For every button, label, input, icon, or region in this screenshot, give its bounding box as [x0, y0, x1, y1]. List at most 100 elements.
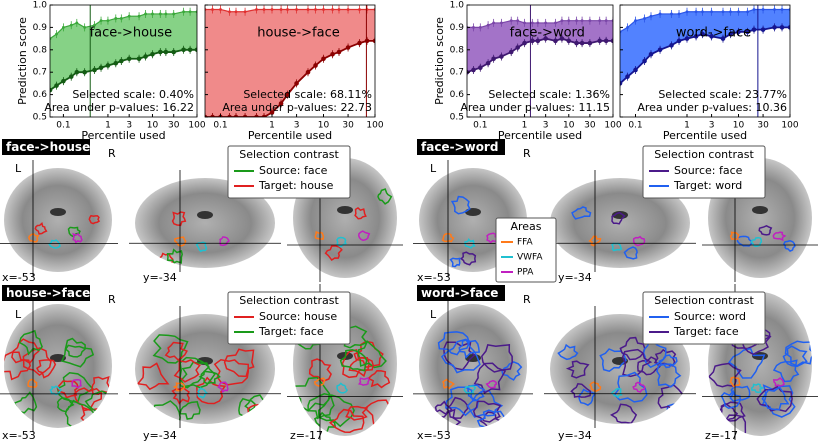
side-label: R — [108, 293, 116, 306]
contour — [223, 348, 255, 378]
point — [98, 65, 104, 71]
x-tick-label: 3 — [709, 121, 715, 131]
point — [243, 10, 247, 14]
legend-title: Selection contrast — [239, 294, 339, 307]
point — [357, 40, 362, 46]
point — [787, 25, 790, 30]
point — [597, 38, 602, 44]
line-chart: 0.5 0.6 0.7 0.8 0.9 1.0 0.1 1 3 10 30 100 Percentile… — [16, 1, 206, 143]
contour — [445, 396, 469, 419]
contour — [782, 345, 808, 368]
contour — [91, 375, 111, 395]
contour — [570, 382, 592, 398]
point — [751, 27, 757, 32]
point — [106, 19, 110, 23]
contour — [729, 376, 741, 388]
point — [729, 10, 732, 14]
point — [566, 38, 572, 44]
legend-entry: Target: word — [673, 179, 742, 192]
legend-entry: Source: word — [674, 310, 746, 323]
point — [779, 25, 785, 30]
point — [634, 19, 637, 23]
x-tick-label: 10 — [733, 121, 745, 131]
x-axis-label: Percentile used — [498, 129, 582, 142]
annotation: Selected scale: 68.11% — [243, 88, 372, 101]
contour — [610, 387, 623, 399]
contour — [589, 381, 602, 393]
contour — [164, 341, 188, 361]
point — [305, 69, 311, 75]
contour — [458, 339, 481, 360]
brain-slice — [135, 178, 275, 268]
x-tick-label: 30 — [584, 121, 596, 131]
point — [69, 23, 73, 27]
contour — [213, 359, 250, 386]
point — [279, 8, 283, 11]
contour — [621, 348, 653, 378]
point — [205, 114, 208, 117]
point — [358, 8, 361, 11]
point — [55, 32, 58, 36]
point — [575, 19, 578, 23]
x-tick-label: 100 — [604, 121, 621, 131]
y-axis-label: Prediction score — [16, 17, 29, 105]
y-axis-label: Prediction score — [433, 17, 446, 105]
contour — [88, 214, 100, 225]
contour — [450, 195, 471, 215]
annotation: Selected scale: 1.36% — [488, 88, 610, 101]
point — [773, 8, 776, 11]
areas-legend-entry: PPA — [517, 268, 534, 278]
contour — [464, 237, 476, 249]
point — [560, 19, 564, 23]
point — [643, 17, 646, 20]
point — [83, 26, 87, 29]
legend-box — [227, 145, 351, 199]
contour — [440, 338, 481, 374]
contour — [28, 233, 40, 243]
x-tick-label: 0.1 — [213, 121, 227, 131]
contour — [73, 387, 103, 412]
point — [158, 49, 163, 55]
point — [530, 38, 535, 44]
point — [500, 21, 503, 25]
legend-title: Selection contrast — [239, 148, 339, 161]
point — [485, 60, 491, 66]
contour — [486, 232, 499, 244]
point — [82, 69, 87, 75]
point — [74, 69, 80, 75]
plot-frame — [204, 4, 376, 118]
side-label: L — [430, 308, 437, 321]
point — [694, 10, 698, 14]
point — [331, 8, 334, 11]
side-label: L — [15, 162, 22, 175]
point — [255, 8, 258, 11]
legend-entry: Source: face — [674, 164, 743, 177]
point — [491, 56, 496, 62]
side-label: L — [430, 162, 437, 175]
x-tick-label: 10 — [318, 121, 330, 131]
point — [262, 8, 266, 11]
point — [579, 40, 585, 46]
point — [187, 47, 193, 53]
point — [269, 110, 275, 115]
point — [478, 26, 482, 29]
contour — [632, 381, 646, 393]
x-tick-label: 100 — [781, 121, 798, 131]
y-tick-label: 0.6 — [33, 90, 48, 100]
legend-box — [227, 291, 351, 345]
point — [648, 51, 654, 57]
brain-panel: face->house L Rx=-53 y=-34 Selection contras… — [0, 139, 403, 284]
point — [286, 8, 289, 11]
contour — [60, 344, 95, 368]
contour — [445, 386, 480, 417]
point — [559, 36, 565, 41]
point — [150, 51, 155, 57]
contour — [34, 222, 48, 235]
band — [205, 9, 375, 117]
contour — [18, 329, 43, 356]
x-tick-label: 0.1 — [473, 121, 487, 131]
contour — [750, 383, 765, 394]
contour — [736, 235, 753, 247]
y-tick-label: 0.6 — [450, 90, 465, 100]
contour — [27, 378, 38, 388]
